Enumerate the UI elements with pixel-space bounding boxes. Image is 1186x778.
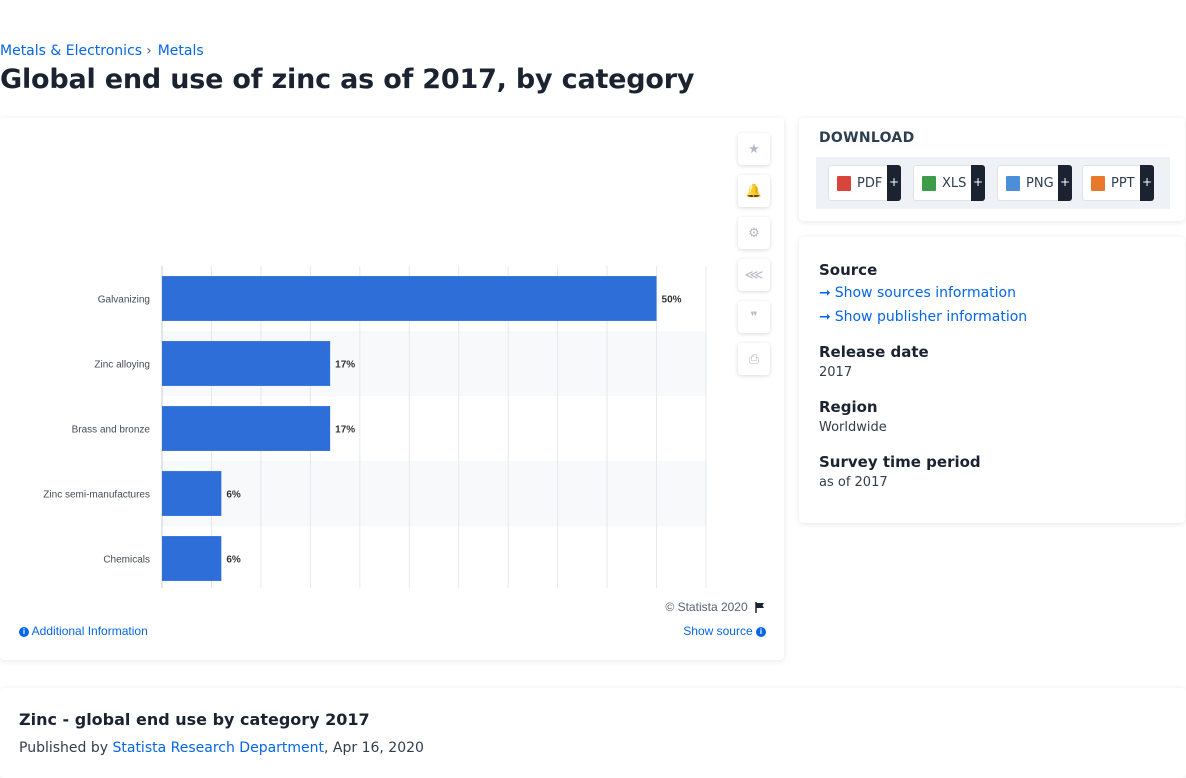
show-sources-label: Show sources information [834, 285, 1016, 301]
published-by-line: Published by Statista Research Departmen… [19, 740, 424, 756]
plus-icon: + [971, 165, 985, 201]
category-label: Galvanizing [98, 295, 150, 306]
pdf-file-icon [837, 175, 851, 191]
statistic-summary: Zinc - global end use by category 2017 P… [0, 688, 1186, 778]
gear-button[interactable]: ⚙ [738, 217, 770, 249]
download-format-label: XLS [942, 175, 967, 191]
published-by-label: Published by [19, 740, 109, 756]
info-icon: i [756, 626, 766, 637]
data-label: 50% [662, 295, 682, 306]
download-pdf-button[interactable]: PDF + [828, 165, 901, 201]
share-icon: ⋘ [744, 267, 764, 283]
bar-chart: 0%5%10%15%20%25%30%35%40%45%50%55%Galvan… [43, 266, 707, 588]
publish-date: , Apr 16, 2020 [324, 740, 424, 756]
additional-information-link[interactable]: i Additional Information [19, 624, 148, 638]
data-label: 6% [226, 555, 241, 566]
source-label: Source [819, 261, 878, 279]
gear-icon: ⚙ [748, 225, 760, 241]
star-icon: ★ [748, 141, 760, 157]
source-panel: Source ➞ Show sources information ➞ Show p… [799, 237, 1185, 523]
region-label: Region [819, 398, 878, 416]
bar [162, 536, 222, 581]
row-band [162, 461, 706, 526]
download-format-label: PPT [1111, 175, 1135, 191]
bar [162, 471, 222, 516]
share-button[interactable]: ⋘ [738, 259, 770, 291]
quote-button[interactable]: ❞ [738, 301, 770, 333]
survey-period-value: as of 2017 [819, 475, 888, 490]
png-file-icon [1006, 175, 1020, 191]
arrow-right-icon: ➞ [819, 285, 831, 301]
breadcrumb: Metals & Electronics › Metals [0, 43, 204, 59]
show-sources-link[interactable]: ➞ Show sources information [819, 285, 1016, 301]
download-buttons: PDF + XLS + PNG + PPT + [816, 157, 1170, 209]
download-ppt-button[interactable]: PPT + [1082, 165, 1154, 201]
data-label: 17% [335, 360, 355, 371]
statistic-title: Zinc - global end use by category 2017 [19, 710, 370, 729]
print-icon: ⎙ [748, 351, 760, 367]
category-label: Zinc alloying [94, 360, 150, 371]
chart-tools: ★ 🔔 ⚙ ⋘ ❞ ⎙ [738, 133, 770, 385]
show-publisher-link[interactable]: ➞ Show publisher information [819, 309, 1027, 325]
download-xls-button[interactable]: XLS + [913, 165, 985, 201]
breadcrumb-separator: › [146, 43, 152, 59]
category-label: Brass and bronze [72, 425, 151, 436]
plus-icon: + [1058, 165, 1072, 201]
show-source-link[interactable]: Show source i [683, 624, 766, 638]
category-label: Chemicals [103, 555, 150, 566]
star-button[interactable]: ★ [738, 133, 770, 165]
show-source-label: Show source [683, 624, 753, 638]
breadcrumb-link-metals[interactable]: Metals [157, 43, 204, 59]
release-date-label: Release date [819, 343, 929, 361]
copyright-notice: © Statista 2020 [665, 600, 766, 614]
data-label: 6% [226, 490, 241, 501]
publisher-link[interactable]: Statista Research Department [112, 740, 325, 756]
xls-file-icon [922, 175, 936, 191]
quote-icon: ❞ [750, 309, 758, 325]
ppt-file-icon [1091, 175, 1105, 191]
info-icon: i [19, 626, 29, 637]
bar [162, 406, 331, 451]
chart-card: 0%5%10%15%20%25%30%35%40%45%50%55%Galvan… [0, 118, 784, 660]
show-publisher-label: Show publisher information [834, 309, 1028, 325]
flag-icon[interactable] [755, 602, 766, 614]
region-value: Worldwide [819, 420, 887, 435]
survey-period-label: Survey time period [819, 453, 981, 471]
download-format-label: PNG [1026, 175, 1054, 191]
download-png-button[interactable]: PNG + [997, 165, 1072, 201]
plus-icon: + [1140, 165, 1154, 201]
bar [162, 341, 331, 386]
print-button[interactable]: ⎙ [738, 343, 770, 375]
arrow-right-icon: ➞ [819, 309, 831, 325]
bell-icon: 🔔 [745, 183, 763, 199]
bell-button[interactable]: 🔔 [738, 175, 770, 207]
download-title: DOWNLOAD [819, 130, 915, 146]
additional-information-label: Additional Information [31, 624, 148, 638]
page-title: Global end use of zinc as of 2017, by ca… [0, 64, 695, 95]
breadcrumb-link-metals-electronics[interactable]: Metals & Electronics [0, 43, 143, 59]
bar [162, 276, 657, 321]
release-date-value: 2017 [819, 365, 853, 380]
download-format-label: PDF [857, 175, 883, 191]
download-panel: DOWNLOAD PDF + XLS + PNG + PPT + [799, 118, 1185, 221]
category-label: Zinc semi-manufactures [43, 490, 150, 501]
plus-icon: + [887, 165, 901, 201]
data-label: 17% [335, 425, 355, 436]
copyright-text: © Statista 2020 [665, 600, 748, 614]
